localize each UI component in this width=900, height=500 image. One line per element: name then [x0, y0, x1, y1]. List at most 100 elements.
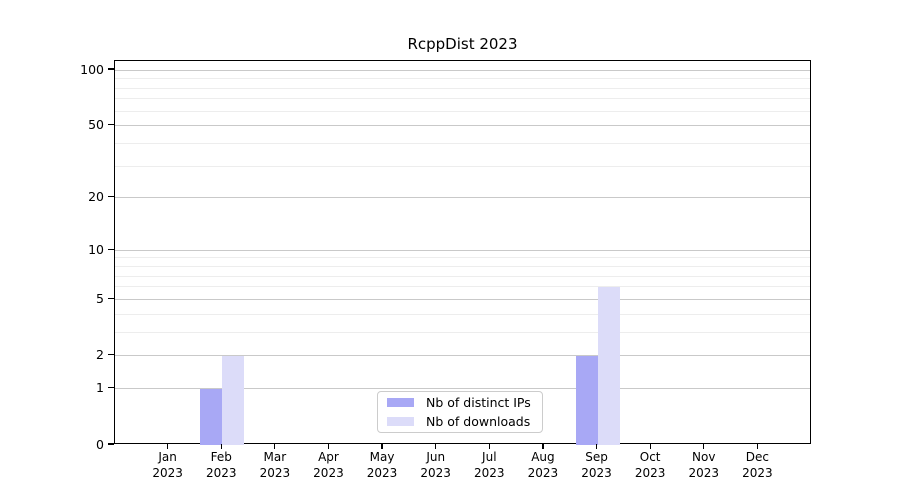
y-tick-label: 50	[88, 117, 104, 133]
chart-title: RcppDist 2023	[407, 35, 518, 53]
y-tick-label: 5	[96, 290, 104, 306]
gridline-minor	[115, 313, 810, 315]
x-tick-year: 2023	[366, 465, 398, 480]
gridline-major	[115, 298, 810, 300]
legend-item-distinct-ips: Nb of distinct IPs	[387, 394, 533, 410]
x-tick-year: 2023	[581, 465, 612, 480]
x-tick-label: Jan 2023	[136, 450, 200, 481]
y-tick-mark	[108, 354, 114, 356]
x-tick-month: Sep	[585, 450, 608, 464]
y-tick-label: 1	[96, 380, 104, 396]
gridline-minor	[115, 266, 810, 268]
x-tick-year: 2023	[634, 465, 666, 480]
x-tick-label: Nov 2023	[672, 450, 736, 481]
gridline-major	[115, 249, 810, 251]
gridline-minor	[115, 331, 810, 333]
gridline-minor	[115, 98, 810, 100]
x-tick-label: Feb 2023	[189, 450, 253, 481]
y-tick-mark	[108, 443, 114, 445]
bars-layer	[115, 61, 810, 445]
gridline-major	[115, 388, 810, 390]
gridline-minor	[115, 286, 810, 288]
x-tick-year: 2023	[420, 465, 451, 480]
x-tick-mark	[488, 444, 490, 449]
x-tick-label: Aug 2023	[511, 450, 575, 481]
y-tick-label: 100	[80, 61, 104, 77]
x-tick-year: 2023	[688, 465, 720, 480]
plot-area	[114, 60, 811, 445]
y-tick-label: 10	[88, 241, 104, 257]
gridline-major	[115, 125, 810, 127]
x-tick-mark	[381, 444, 383, 449]
gridline-major	[115, 69, 810, 71]
x-tick-month: Oct	[639, 450, 661, 464]
x-tick-month: Mar	[263, 450, 287, 464]
x-tick-month: Jun	[426, 450, 446, 464]
bar-distinct-ips-sep	[575, 355, 598, 445]
legend: Nb of distinct IPs Nb of downloads	[377, 391, 543, 433]
gridline-major	[115, 355, 810, 357]
x-tick-label: Jul 2023	[457, 450, 521, 481]
x-tick-mark	[220, 444, 222, 449]
x-tick-label: Dec 2023	[725, 450, 789, 481]
x-tick-year: 2023	[474, 465, 505, 480]
x-tick-mark	[542, 444, 544, 449]
x-tick-mark	[274, 444, 276, 449]
legend-item-downloads: Nb of downloads	[387, 413, 533, 429]
x-tick-mark	[703, 444, 705, 449]
x-tick-mark	[327, 444, 330, 449]
y-tick-mark	[108, 196, 114, 198]
x-tick-month: Jan	[158, 450, 177, 464]
x-tick-mark	[649, 444, 651, 449]
legend-swatch-downloads	[387, 417, 414, 426]
x-tick-month: Dec	[745, 450, 769, 464]
x-tick-month: Feb	[210, 450, 232, 464]
x-tick-label: Apr 2023	[296, 450, 360, 481]
gridline-major	[115, 197, 810, 199]
x-tick-label: Oct 2023	[618, 450, 682, 481]
x-tick-mark	[166, 444, 169, 449]
x-tick-label: Mar 2023	[243, 450, 307, 481]
bar-downloads-feb	[222, 355, 245, 445]
x-tick-year: 2023	[313, 465, 344, 480]
x-tick-year: 2023	[152, 465, 183, 480]
y-tick-label: 20	[88, 189, 104, 205]
x-tick-label: May 2023	[350, 450, 414, 481]
x-tick-year: 2023	[742, 465, 773, 480]
x-tick-label: Sep 2023	[565, 450, 629, 481]
gridline-minor	[115, 142, 810, 144]
x-tick-month: May	[369, 450, 395, 464]
x-tick-mark	[595, 444, 598, 449]
gridline-minor	[115, 78, 810, 80]
bar-downloads-sep	[597, 286, 620, 445]
gridline-minor	[115, 165, 810, 167]
gridline-minor	[115, 257, 810, 259]
x-tick-mark	[435, 444, 437, 449]
x-tick-year: 2023	[527, 465, 559, 480]
x-tick-year: 2023	[259, 465, 291, 480]
x-tick-mark	[756, 444, 759, 449]
y-tick-mark	[108, 387, 114, 389]
bar-distinct-ips-feb	[200, 388, 223, 445]
y-tick-mark	[108, 248, 114, 250]
x-tick-month: Aug	[531, 450, 555, 464]
y-tick-mark	[108, 123, 114, 126]
y-tick-label: 0	[96, 436, 104, 452]
legend-label-distinct-ips: Nb of distinct IPs	[426, 394, 531, 410]
y-tick-label: 2	[96, 347, 104, 363]
x-tick-year: 2023	[205, 465, 237, 480]
gridline-minor	[115, 110, 810, 112]
y-tick-mark	[108, 68, 114, 70]
x-tick-month: Apr	[318, 450, 339, 464]
x-tick-label: Jun 2023	[404, 450, 468, 481]
gridline-minor	[115, 87, 810, 89]
legend-label-downloads: Nb of downloads	[426, 413, 531, 429]
gridline-minor	[115, 275, 810, 277]
x-tick-month: Jul	[482, 450, 497, 464]
gridlines-layer	[115, 61, 810, 443]
x-tick-month: Nov	[692, 450, 716, 464]
legend-swatch-distinct-ips	[387, 398, 414, 407]
y-tick-mark	[108, 297, 114, 300]
